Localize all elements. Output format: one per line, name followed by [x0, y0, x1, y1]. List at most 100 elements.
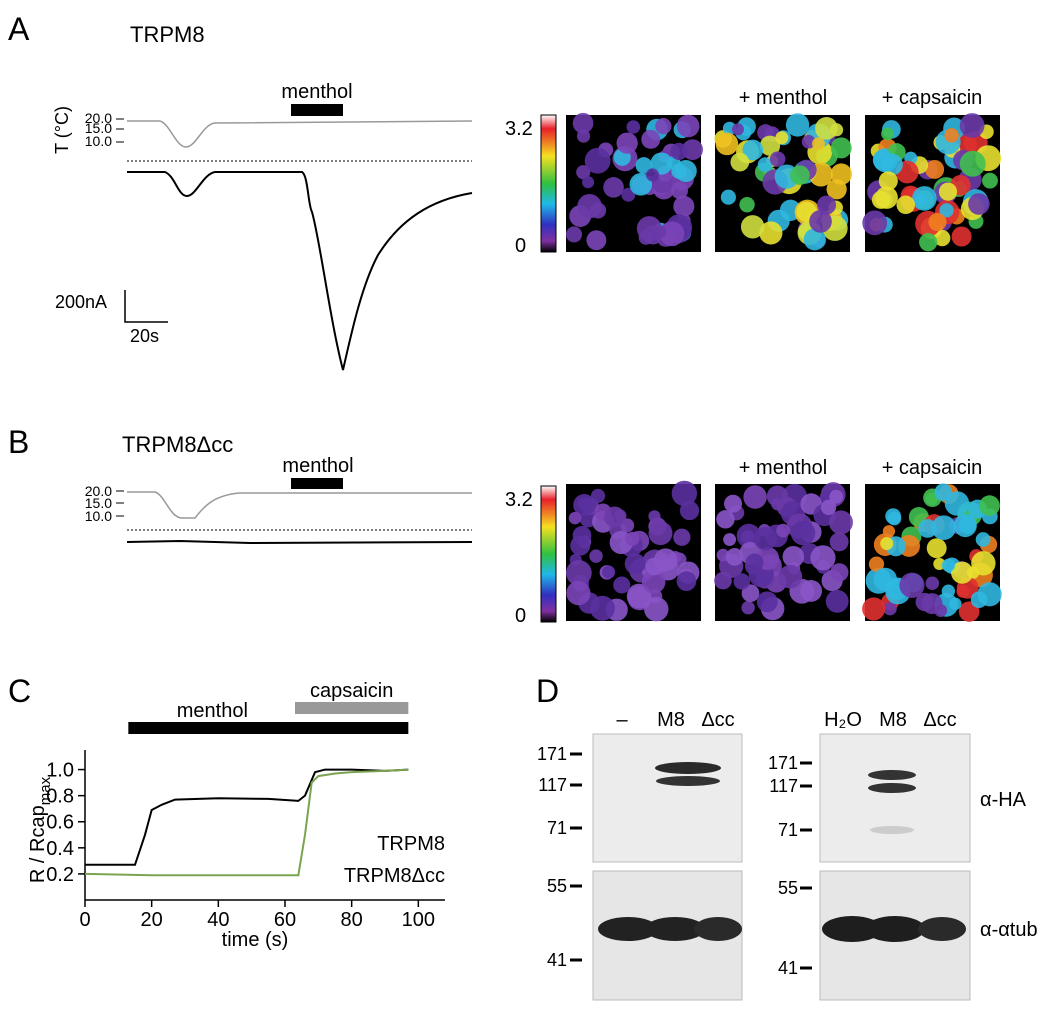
cell: [830, 563, 849, 582]
cell: [590, 488, 606, 504]
tick-label: 20.0: [85, 110, 112, 126]
stimulus-bar: [295, 702, 409, 714]
band: [656, 776, 720, 786]
cell: [679, 500, 700, 521]
cell: [975, 532, 991, 547]
cell: [635, 157, 653, 174]
cell: [809, 210, 832, 233]
cell: [673, 528, 691, 546]
cell: [817, 195, 837, 215]
band: [822, 916, 882, 942]
cell: [882, 525, 896, 538]
y-axis-label-subscript: max: [37, 776, 54, 805]
cell: [941, 558, 956, 572]
blot: [819, 733, 971, 863]
y-tick-label: 0.4: [46, 838, 74, 860]
cell: [820, 499, 837, 516]
cell: [977, 582, 1002, 607]
cell: [881, 127, 894, 141]
image-label: + menthol: [739, 457, 827, 479]
ticks: [116, 490, 124, 517]
cell: [604, 506, 626, 528]
cell: [648, 521, 673, 546]
cell: [921, 593, 943, 615]
cell: [825, 589, 849, 613]
y-tick-label: 0.6: [46, 812, 74, 834]
cell: [782, 545, 805, 568]
cell: [759, 221, 783, 245]
cell: [730, 152, 750, 172]
cell: [812, 137, 825, 151]
cell: [671, 182, 689, 200]
band: [868, 783, 916, 793]
blot: [592, 733, 743, 863]
cell: [572, 112, 594, 134]
mw-label: 41: [778, 958, 798, 978]
cell: [925, 159, 945, 179]
cell: [613, 576, 631, 594]
cell: [741, 584, 760, 603]
panel-label: D: [536, 673, 559, 709]
x-tick-label: 100: [402, 909, 435, 931]
cell: [745, 553, 764, 572]
cell: [670, 142, 688, 161]
cell: [733, 573, 751, 590]
cell: [968, 193, 990, 215]
ticks: [116, 118, 124, 143]
cell: [871, 190, 891, 209]
panel-label: A: [8, 11, 30, 47]
panel-title: TRPM8Δcc: [122, 432, 233, 457]
band: [598, 917, 658, 941]
image-label: + menthol: [739, 87, 827, 109]
legend-entry: TRPM8: [377, 833, 445, 855]
cell: [572, 526, 592, 545]
cell: [638, 230, 654, 245]
colorbar: [540, 114, 557, 253]
current-trace: [126, 539, 473, 545]
cell: [741, 601, 755, 615]
stimulus-bar: [128, 722, 409, 734]
cell: [951, 226, 972, 247]
cell: [602, 565, 616, 579]
colorbar-label: 0: [515, 235, 526, 257]
cell: [565, 226, 583, 243]
current-trace: [127, 171, 473, 371]
cell: [566, 581, 591, 606]
band: [655, 762, 721, 774]
cell: [899, 572, 925, 598]
cell: [603, 177, 624, 198]
cell: [625, 531, 640, 546]
antibody-label: α-HA: [980, 789, 1027, 811]
mw-label: 71: [547, 818, 567, 838]
image-label: + capsaicin: [882, 87, 983, 109]
cell: [676, 571, 697, 592]
cell: [753, 527, 777, 551]
cell: [944, 491, 970, 516]
cell: [582, 176, 595, 189]
cell: [883, 601, 897, 616]
cell: [881, 153, 903, 176]
cell: [714, 571, 732, 590]
mw-label: 71: [778, 820, 798, 840]
cell: [790, 520, 816, 546]
panel-label: B: [8, 424, 29, 460]
cell: [641, 129, 661, 149]
cell: [868, 556, 885, 572]
cell: [878, 171, 898, 191]
colorbar: [540, 485, 557, 623]
cell: [951, 561, 974, 584]
cell: [756, 591, 778, 613]
antibody-label: α-αtub: [980, 919, 1038, 941]
x-tick-label: 20: [141, 909, 163, 931]
cell: [659, 221, 685, 247]
colorbar-label: 3.2: [505, 489, 533, 511]
cell: [815, 116, 838, 140]
cell: [589, 549, 603, 563]
band: [868, 770, 916, 780]
cell: [829, 489, 844, 504]
cell: [828, 510, 853, 535]
image-label: + capsaicin: [882, 457, 983, 479]
band: [645, 917, 705, 941]
cell: [979, 495, 1000, 516]
cell: [801, 134, 816, 149]
